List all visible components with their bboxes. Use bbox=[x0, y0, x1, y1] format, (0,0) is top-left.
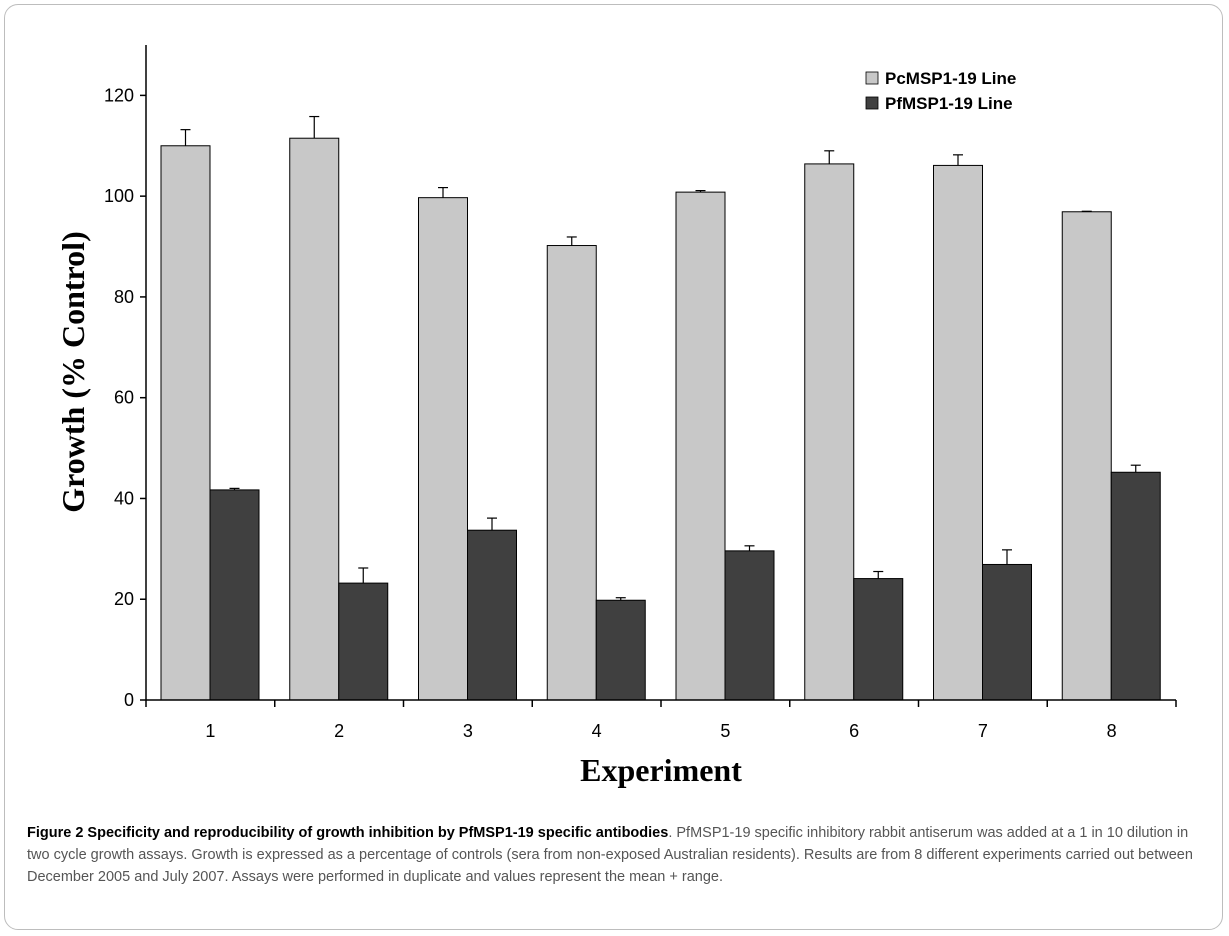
bar-chart: 0 20 40 60 80 100 120 1 2 3 4 5 6 7 8 Experiment Growth … bbox=[55, 45, 1177, 788]
bar-pf-4 bbox=[595, 599, 646, 701]
legend-swatch-pf bbox=[865, 96, 879, 110]
bar-pc-7 bbox=[933, 164, 983, 701]
x-tick-label-2: 2 bbox=[334, 721, 344, 741]
y-tick-label-20: 20 bbox=[114, 589, 134, 609]
bar-pc-4 bbox=[546, 245, 597, 701]
bar-pf-1 bbox=[209, 489, 260, 701]
bar-pf-5 bbox=[724, 550, 775, 701]
x-axis-title: Experiment bbox=[580, 752, 742, 788]
y-tick-label-80: 80 bbox=[114, 287, 134, 307]
y-tick-label-100: 100 bbox=[104, 186, 134, 206]
y-tick-label-60: 60 bbox=[114, 388, 134, 408]
bar-pf-3 bbox=[467, 529, 517, 701]
bar-pc-5 bbox=[675, 191, 726, 701]
y-axis-title: Growth (% Control) bbox=[55, 231, 91, 512]
bar-pc-2 bbox=[289, 137, 340, 701]
x-tick-label-8: 8 bbox=[1107, 721, 1117, 741]
x-tick-label-3: 3 bbox=[463, 721, 473, 741]
legend-swatch-pc bbox=[865, 71, 879, 85]
bar-pf-6 bbox=[853, 578, 904, 701]
bar-pf-2 bbox=[338, 582, 389, 701]
bar-pc-6 bbox=[804, 163, 855, 701]
caption-text: . PfMSP1-19 specific inhibitory rabbit a… bbox=[27, 825, 1193, 885]
caption-title: Figure 2 Specificity and reproducibility… bbox=[27, 825, 669, 841]
legend-label-pf: PfMSP1-19 Line bbox=[885, 94, 1013, 113]
x-tick-label-7: 7 bbox=[978, 721, 988, 741]
x-tick-label-6: 6 bbox=[849, 721, 859, 741]
y-tick-label-0: 0 bbox=[124, 690, 134, 710]
x-tick-label-1: 1 bbox=[205, 721, 215, 741]
bar-pc-1 bbox=[160, 145, 211, 701]
legend-label-pc: PcMSP1-19 Line bbox=[885, 69, 1016, 88]
figure-caption: Figure 2 Specificity and reproducibility… bbox=[27, 822, 1212, 888]
x-tick-label-4: 4 bbox=[592, 721, 602, 741]
bar-pc-3 bbox=[418, 197, 468, 701]
y-tick-label-40: 40 bbox=[114, 488, 134, 508]
bar-pf-8 bbox=[1110, 471, 1161, 701]
bar-pf-7 bbox=[982, 563, 1032, 701]
x-tick-label-5: 5 bbox=[720, 721, 730, 741]
bar-pc-8 bbox=[1061, 211, 1112, 701]
y-tick-label-120: 120 bbox=[104, 85, 134, 105]
